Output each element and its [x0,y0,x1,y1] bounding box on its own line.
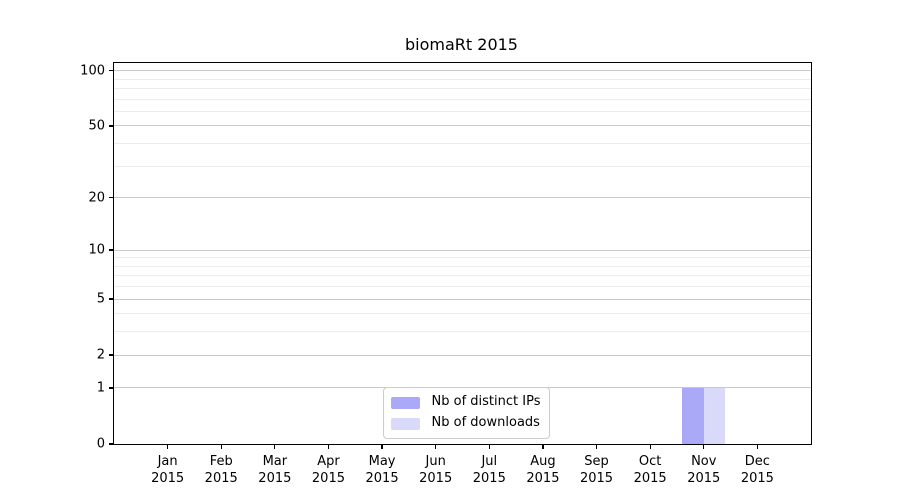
x-tick-label: Jan 2015 [136,453,200,487]
minor-gridline [114,313,811,315]
legend-label-downloads: Nb of downloads [431,415,540,431]
minor-gridline [114,78,811,80]
x-tick-mark [220,444,222,449]
x-tick-year: 2015 [365,471,399,486]
y-tick-mark [109,69,114,72]
bar-distinct-ips [682,387,704,444]
y-tick-mark [109,387,114,389]
x-tick-mark [488,444,490,449]
major-gridline [114,298,811,300]
x-tick-mark [435,444,437,449]
major-gridline [114,70,811,72]
minor-gridline [114,165,811,167]
y-tick-label: 50 [88,118,105,134]
minor-gridline [114,257,811,259]
x-tick-mark [595,444,598,449]
y-tick-label: 1 [96,380,105,396]
legend: Nb of distinct IPs Nb of downloads [382,387,551,439]
x-tick-label: Jul 2015 [457,453,521,487]
chart-title: biomaRt 2015 [405,35,518,54]
x-tick-mark [703,444,705,449]
minor-gridline [114,265,811,267]
x-tick-label: Oct 2015 [618,453,682,487]
x-tick-month: Sep [584,454,609,469]
minor-gridline [114,98,811,100]
y-tick-mark [109,298,114,300]
x-tick-year: 2015 [472,471,506,486]
legend-item-downloads: Nb of downloads [390,415,541,431]
minor-gridline [114,143,811,145]
x-tick-label: Sep 2015 [565,453,629,487]
x-tick-label: Dec 2015 [725,453,789,487]
plot-area: 0 1 2 5 10 20 50 100 Jan 2015 Feb 2015 Mar 2015 Apr 20… [80,62,812,486]
y-tick-mark [109,354,114,356]
x-tick-month: Jul [481,454,498,469]
minor-gridline [114,275,811,277]
y-tick-mark [109,443,114,445]
minor-gridline [114,110,811,112]
major-gridline [114,197,811,199]
legend-swatch-downloads-icon [390,417,420,430]
x-tick-label: Feb 2015 [189,453,253,487]
x-tick-mark [649,444,651,449]
x-tick-year: 2015 [526,471,560,486]
x-tick-mark [542,444,544,449]
x-tick-year: 2015 [204,471,238,486]
y-tick-label: 20 [88,190,105,206]
major-gridline [114,354,811,356]
x-tick-mark [756,444,759,449]
x-tick-year: 2015 [419,471,453,486]
bar-downloads [703,387,726,444]
y-tick-mark [109,125,114,127]
legend-label-distinct-ips: Nb of distinct IPs [431,394,541,410]
x-tick-mark [274,444,276,449]
x-tick-month: Nov [691,454,717,469]
x-tick-label: Apr 2015 [296,453,360,487]
x-tick-year: 2015 [311,471,345,486]
x-tick-year: 2015 [633,471,667,486]
x-tick-month: Feb [209,454,233,469]
x-tick-label: May 2015 [350,453,414,487]
x-tick-mark [327,444,330,449]
x-tick-label: Jun 2015 [404,453,468,487]
minor-gridline [114,87,811,89]
legend-item-distinct-ips: Nb of distinct IPs [390,394,541,410]
x-tick-month: Jan [157,454,178,469]
x-tick-year: 2015 [740,471,774,486]
x-tick-month: Apr [317,454,340,469]
y-tick-label: 100 [80,63,105,79]
minor-gridline [114,286,811,288]
x-tick-month: May [368,454,396,469]
x-tick-month: Mar [262,454,288,469]
legend-swatch-distinct-ips-icon [390,396,420,409]
y-tick-label: 10 [88,242,105,258]
y-tick-mark [109,197,114,199]
x-tick-year: 2015 [151,471,185,486]
major-gridline [114,249,811,251]
y-tick-mark [109,249,114,251]
x-tick-mark [166,444,169,449]
x-tick-year: 2015 [579,471,614,486]
x-tick-label: Aug 2015 [511,453,575,487]
x-tick-month: Jun [425,454,446,469]
y-tick-label: 0 [96,436,105,452]
y-tick-label: 5 [96,291,105,307]
x-tick-mark [381,444,383,449]
major-gridline [114,125,811,127]
x-tick-label: Mar 2015 [243,453,307,487]
minor-gridline [114,331,811,333]
x-tick-month: Oct [638,454,662,469]
x-tick-year: 2015 [258,471,292,486]
x-tick-month: Dec [744,454,770,469]
y-tick-label: 2 [96,347,105,363]
x-tick-label: Nov 2015 [672,453,736,487]
x-tick-month: Aug [530,454,556,469]
x-tick-year: 2015 [687,471,721,486]
